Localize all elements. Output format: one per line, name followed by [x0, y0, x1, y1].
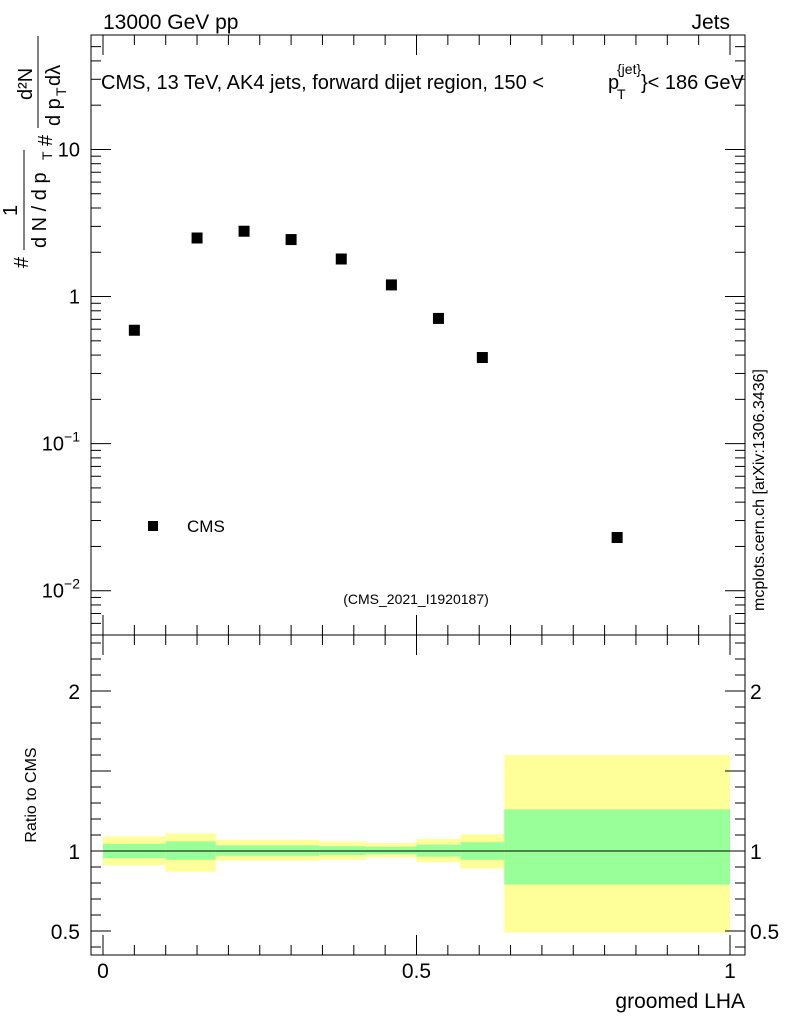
- main-y-tick-base: 1: [69, 287, 80, 309]
- chart-title-sub: T: [617, 86, 626, 102]
- data-point-cms: [335, 253, 347, 265]
- data-point-cms: [611, 532, 623, 544]
- ratio-band-inner: [504, 809, 730, 885]
- x-axis-label: groomed LHA: [615, 990, 745, 1013]
- side-watermark-label: mcplots.cern.ch [arXiv:1306.3436]: [751, 369, 768, 611]
- main-y-tick-base: 10: [58, 139, 80, 161]
- ratio-y-tick-label-left: 2: [68, 681, 80, 704]
- ylabel-hash1: #: [11, 256, 33, 268]
- ratio-panel-frame: [90, 634, 746, 956]
- data-point-cms: [191, 232, 203, 244]
- main-y-tick-label: 10−1: [42, 429, 80, 456]
- data-point-cms: [238, 225, 250, 237]
- chart-title-sup: {jet}: [617, 61, 641, 77]
- data-point-cms: [285, 234, 297, 246]
- main-y-tick-base: 10: [42, 434, 64, 456]
- legend-label: CMS: [187, 517, 225, 536]
- x-tick-label: 0: [97, 960, 109, 983]
- chart-title-main: CMS, 13 TeV, AK4 jets, forward dijet reg…: [101, 72, 544, 94]
- main-data-points: [128, 225, 623, 544]
- x-tick-label: 0.5: [402, 960, 431, 983]
- ratio-y-tick-label-right: 1: [750, 841, 762, 864]
- data-point-cms: [385, 279, 397, 291]
- legend-marker: [148, 521, 158, 531]
- ratio-y-tick-label-right: 2: [750, 681, 762, 704]
- main-y-tick-label: 10: [58, 139, 80, 161]
- ratio-y-tick-label-right: 0.5: [750, 921, 779, 944]
- main-y-tick-exp: −2: [64, 576, 80, 592]
- chart-title-tail: }< 186 GeV: [641, 72, 745, 94]
- data-point-cms: [476, 352, 488, 364]
- ratio-y-tick-label-left: 0.5: [51, 921, 80, 944]
- main-y-tick-label: 10−2: [42, 576, 80, 603]
- main-y-tick-exp: −1: [64, 429, 80, 445]
- data-point-cms: [432, 312, 444, 324]
- analysis-id-label: (CMS_2021_I1920187): [343, 591, 489, 607]
- main-y-tick-label: 1: [69, 287, 80, 309]
- ratio-y-tick-label-left: 1: [68, 841, 80, 864]
- ylabel-dpt: d p: [43, 98, 65, 126]
- ylabel-t2: T: [53, 87, 69, 96]
- ylabel-t1: T: [39, 151, 55, 160]
- main-y-tick-base: 10: [42, 581, 64, 603]
- ratio-y-ticks: 0.5 0.5 1 1 2 2: [51, 642, 779, 948]
- ylabel-dn-dpt: d N / d p: [29, 172, 51, 248]
- data-point-cms: [128, 324, 140, 336]
- x-tick-label: 1: [724, 960, 736, 983]
- chart-title-p: p: [608, 72, 619, 94]
- main-y-axis-label: # 1 d N / d p T # d²N d p T dλ: [0, 36, 69, 268]
- header-right-text: Jets: [691, 11, 730, 34]
- ylabel-hash2: #: [35, 134, 57, 146]
- ylabel-d2n: d²N: [15, 68, 37, 100]
- header-left-text: 13000 GeV pp: [103, 11, 238, 34]
- x-axis-ticks: 0 0.5 1: [97, 635, 736, 983]
- ylabel-dlambda: dλ: [43, 65, 65, 86]
- chart-title: CMS, 13 TeV, AK4 jets, forward dijet reg…: [101, 72, 544, 94]
- ylabel-one: 1: [0, 205, 22, 216]
- ratio-y-axis-label: Ratio to CMS: [23, 747, 40, 842]
